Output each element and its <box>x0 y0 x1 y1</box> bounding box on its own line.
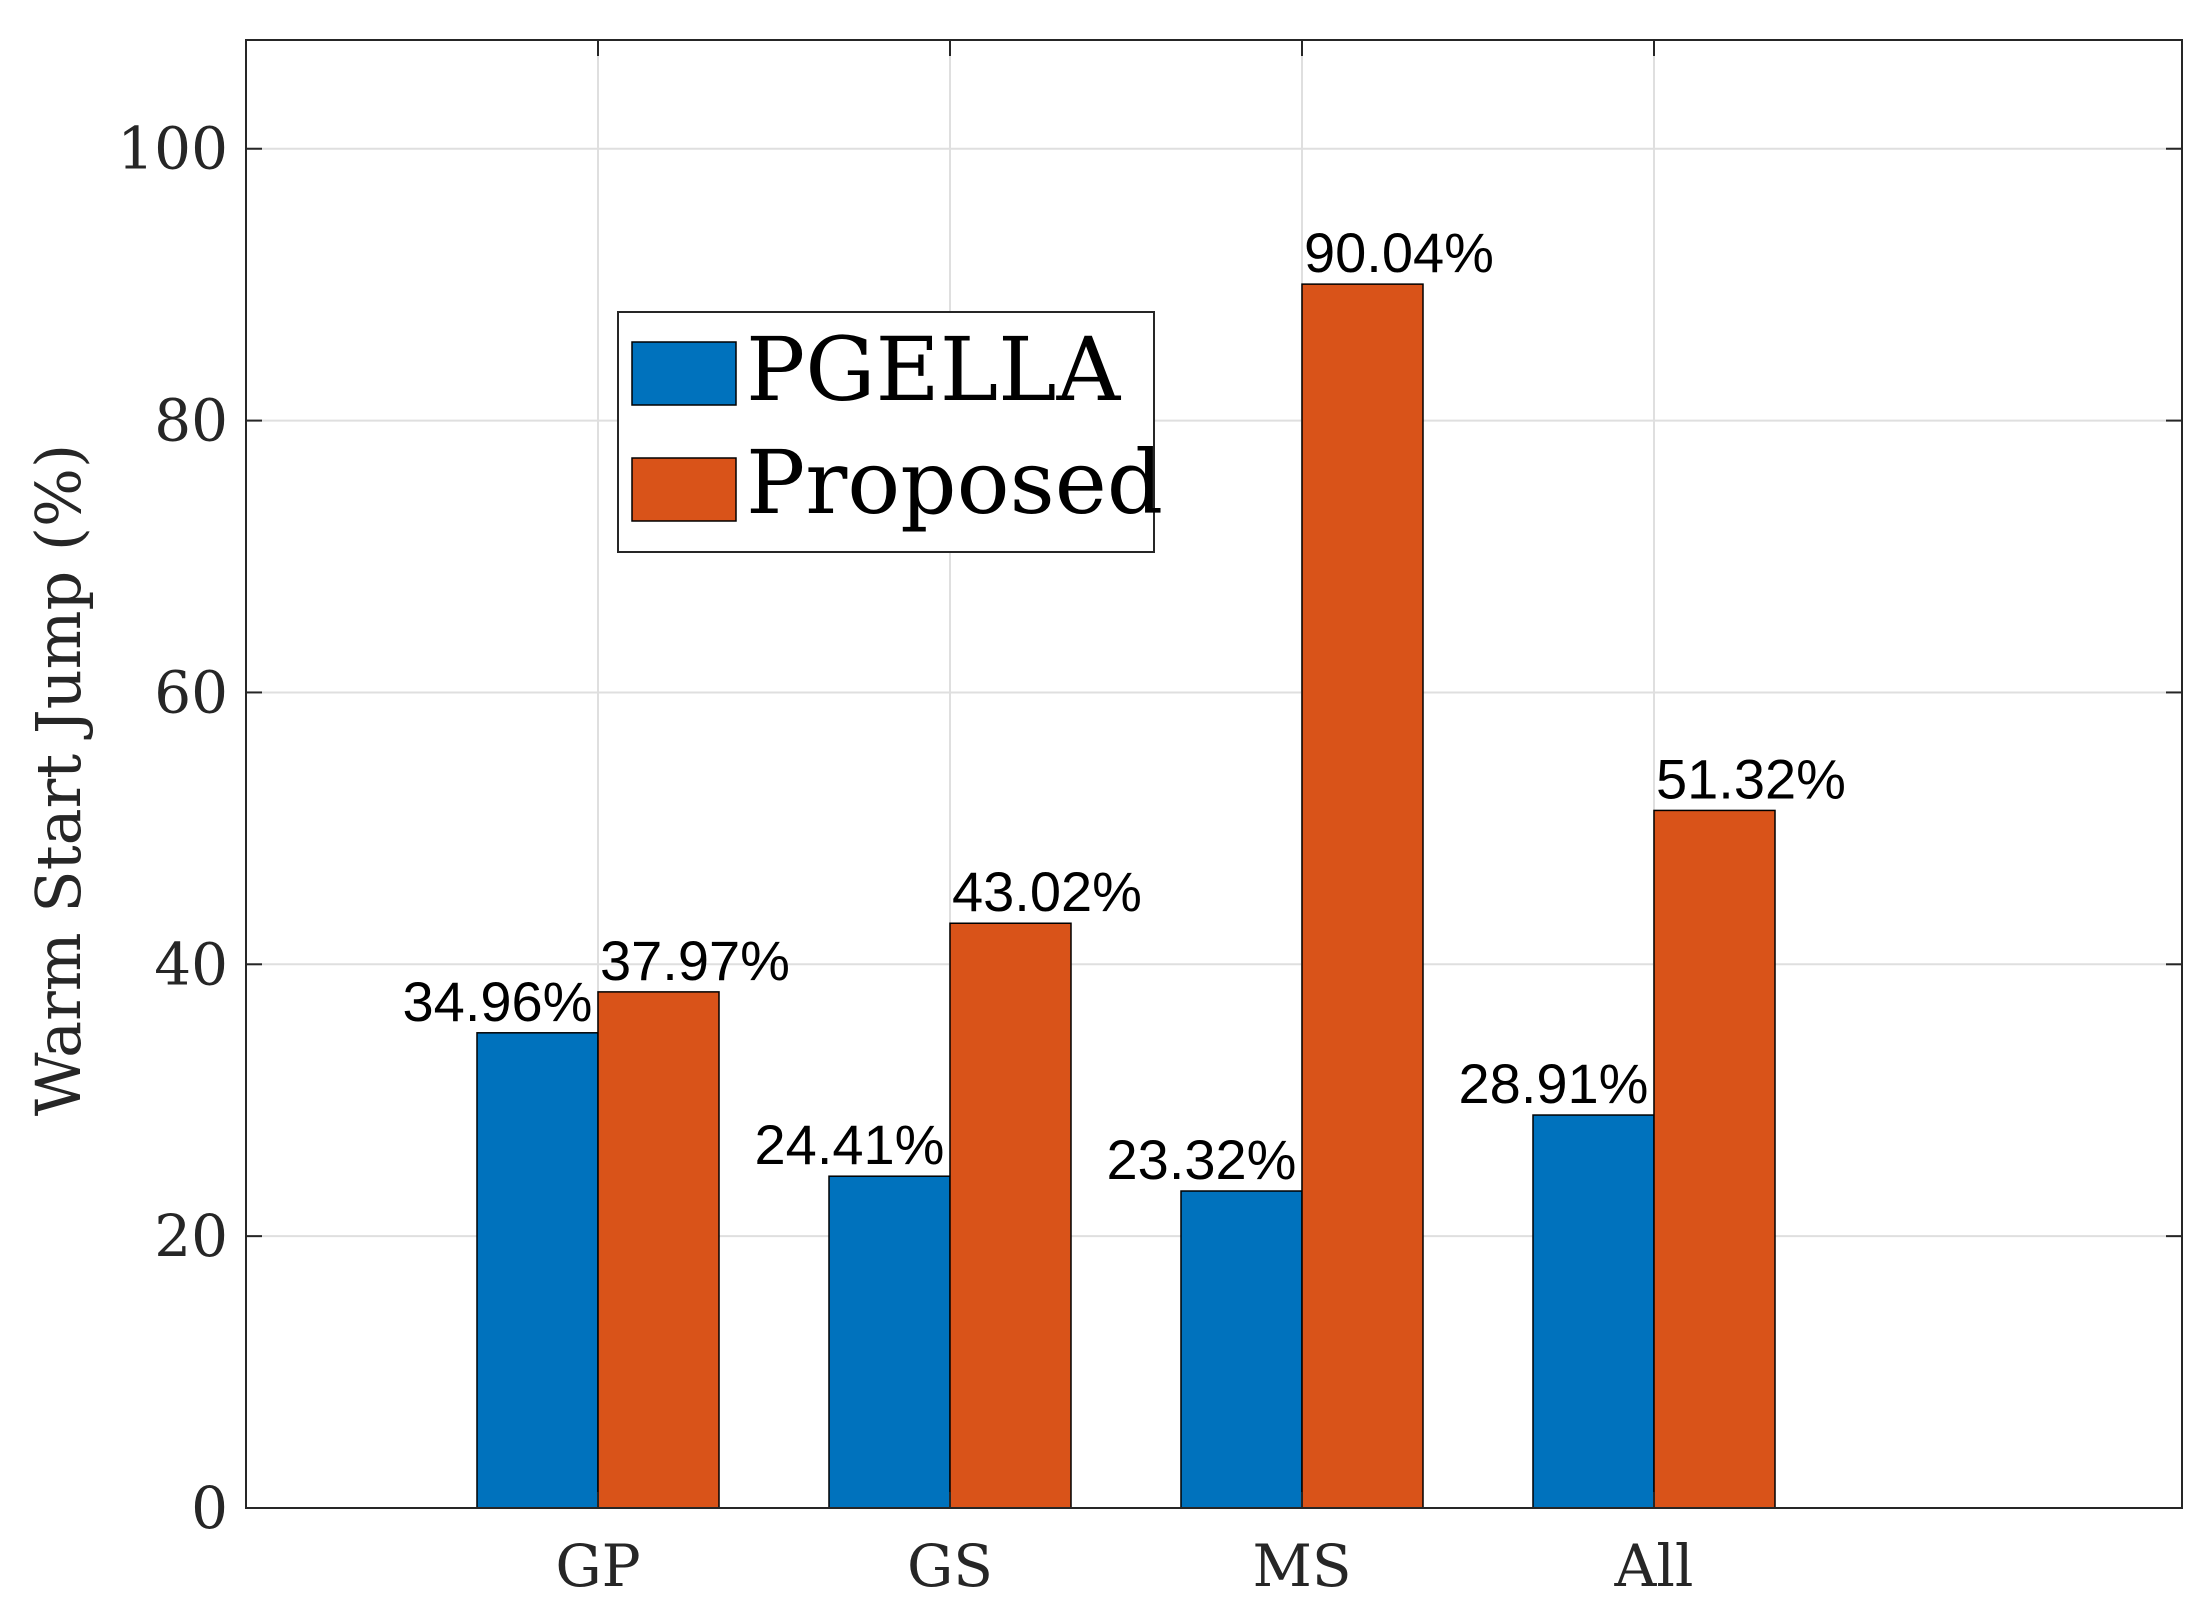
data-label-pgella-gp: 34.96% <box>403 970 593 1033</box>
legend-swatch-pgella <box>631 341 737 406</box>
data-labels: 34.96% 24.41% 23.32% 28.91% 37.97% 43.02% 90.0… <box>403 221 1846 1191</box>
legend: PGELLA Proposed <box>617 311 1163 553</box>
data-label-proposed-gp: 37.97% <box>600 929 790 992</box>
y-tick-label: 80 <box>154 387 228 455</box>
x-tick-label: GP <box>555 1532 640 1600</box>
bar-pgella-gs <box>828 1175 951 1509</box>
data-label-pgella-gs: 24.41% <box>755 1113 945 1176</box>
plot-area-frame <box>245 39 2183 1509</box>
bar-pgella-ms <box>1180 1190 1303 1509</box>
y-tick-label: 0 <box>191 1474 228 1542</box>
legend-swatch-proposed <box>631 457 737 522</box>
bar-pgella-all <box>1532 1114 1655 1509</box>
x-tick-label: All <box>1614 1532 1694 1600</box>
y-tick-label: 20 <box>154 1202 228 1270</box>
legend-label-pgella: PGELLA <box>746 318 1122 421</box>
axis-ticks: 0 20 40 60 80 100 GP GS MS All <box>117 40 2182 1600</box>
bar-proposed-all <box>1653 809 1776 1509</box>
data-label-proposed-all: 51.32% <box>1656 747 1846 810</box>
y-tick-label: 40 <box>154 930 228 998</box>
x-tick-label: GS <box>907 1532 993 1600</box>
data-label-proposed-gs: 43.02% <box>952 860 1142 923</box>
y-tick-label: 100 <box>117 115 228 183</box>
x-tick-label: MS <box>1252 1532 1351 1600</box>
data-label-pgella-all: 28.91% <box>1459 1052 1649 1115</box>
bar-pgella-gp <box>476 1032 599 1509</box>
bar-proposed-gs <box>949 922 1072 1509</box>
bars <box>476 283 1776 1509</box>
bar-proposed-ms <box>1301 283 1424 1509</box>
legend-label-proposed: Proposed <box>746 431 1163 534</box>
data-label-proposed-ms: 90.04% <box>1304 221 1494 284</box>
data-label-pgella-ms: 23.32% <box>1107 1128 1297 1191</box>
y-tick-label: 60 <box>154 658 228 726</box>
y-axis-title: Warm Start Jump (%) <box>22 444 95 1116</box>
bar-proposed-gp <box>597 991 720 1509</box>
